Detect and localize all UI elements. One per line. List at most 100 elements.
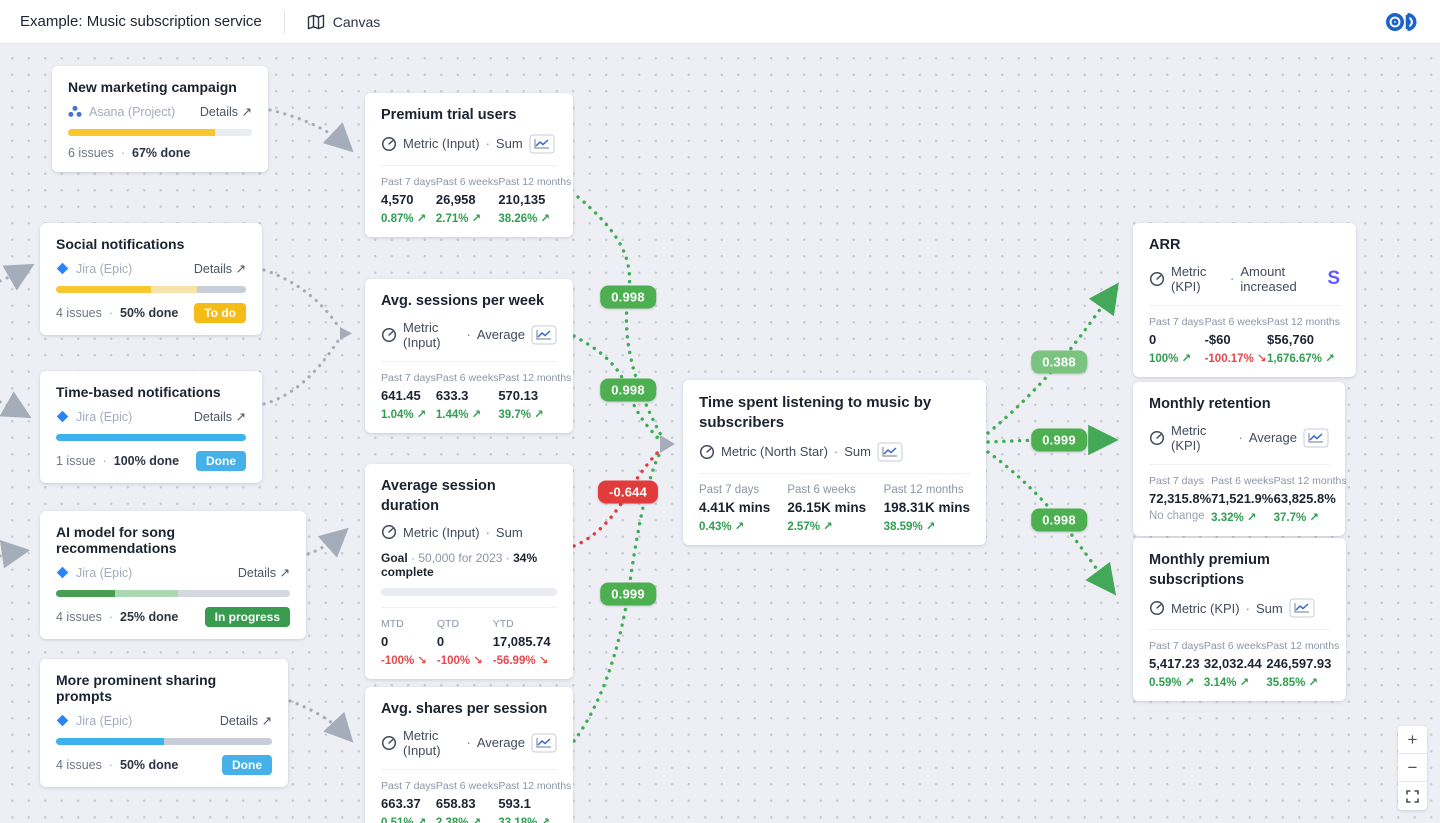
chart-icon[interactable] [531,733,557,753]
metric-card-arr[interactable]: ARR Metric (KPI) · Amount increased S Pa… [1133,223,1356,377]
header-divider [283,9,285,34]
chart-icon[interactable] [1303,428,1329,448]
details-link[interactable]: Details ↗ [237,566,290,580]
doubleloop-logo-icon[interactable] [1384,10,1420,34]
details-link[interactable]: Details ↗ [219,714,272,728]
status-badge: To do [194,303,246,323]
correlation-badge[interactable]: 0.999 [1031,428,1087,452]
metric-title: Time spent listening to music by subscri… [699,394,932,432]
metric-period-col: QTD 0 -100% ↘ [436,618,483,668]
gauge-icon [381,524,397,540]
gauge-icon [1149,600,1165,616]
metric-type: Metric (North Star) [721,444,828,459]
issues-count: 4 issues [56,610,102,624]
project-title: New marketing campaign [68,79,237,95]
correlation-badge[interactable]: 0.998 [600,378,656,402]
chart-icon[interactable] [529,134,555,154]
correlation-badge[interactable]: 0.998 [600,285,656,309]
chart-icon[interactable] [531,325,557,345]
source-label: Jira (Epic) [76,713,133,728]
tab-canvas-label: Canvas [332,13,381,30]
metric-period-col: YTD 17,085.74 -56.99% ↘ [492,618,551,668]
metric-agg: Amount increased [1240,263,1297,294]
metric-period-col: Past 6 weeks 658.83 2.38% ↗ [435,779,499,823]
metric-type: Metric (Input) [403,136,480,152]
metric-period-col: Past 12 months 198.31K mins 38.59% ↗ [883,483,970,533]
metric-type: Metric (Input) [403,727,441,758]
fit-view-icon [1406,789,1419,803]
metric-period-col: Past 7 days 72,315.8% No change [1149,474,1212,522]
metric-period-col: Past 12 months $56,760 1,676.67% ↗ [1267,315,1340,365]
metric-card-monthly-premium-subscriptions[interactable]: Monthly premium subscriptions Metric (KP… [1133,538,1346,702]
metric-card-avg-sessions-per-week[interactable]: Avg. sessions per week Metric (Input) · … [365,279,573,433]
progress-bar [68,129,252,136]
project-card-new-marketing-campaign[interactable]: New marketing campaign Asana (Project) D… [52,66,268,172]
metric-title: Average session duration [381,478,496,514]
source-label: Jira (Epic) [76,409,133,424]
metric-card-time-spent-listening[interactable]: Time spent listening to music by subscri… [683,380,986,545]
details-link[interactable]: Details ↗ [193,410,246,424]
metric-card-premium-trial-users[interactable]: Premium trial users Metric (Input) · Sum… [365,93,573,237]
percent-done: 50% done [120,758,179,772]
metric-period-col: Past 12 months 246,597.93 35.85% ↗ [1266,640,1340,690]
metric-card-monthly-retention[interactable]: Monthly retention Metric (KPI) · Average… [1133,382,1347,536]
chart-icon[interactable] [1289,598,1315,618]
metric-period-col: MTD 0 -100% ↘ [381,618,428,668]
project-card-ai-model[interactable]: AI model for song recommendations Jira (… [40,511,306,639]
metric-period-col: Past 6 weeks 26,958 2.71% ↗ [435,175,499,225]
percent-done: 25% done [120,610,179,624]
correlation-badge[interactable]: 0.998 [1031,508,1087,532]
metric-agg: Average [476,735,525,751]
metric-period-col: Past 7 days 5,417.23 0.59% ↗ [1149,640,1204,690]
zoom-out-button[interactable]: − [1398,754,1427,782]
metric-period-col: Past 12 months 210,135 38.26% ↗ [498,175,572,225]
project-card-social-notifications[interactable]: Social notifications Jira (Epic) Details… [40,223,262,335]
zoom-in-button[interactable]: + [1398,726,1427,754]
goal-progress-bar [381,588,557,597]
chart-icon[interactable] [877,442,903,462]
project-card-sharing-prompts[interactable]: More prominent sharing prompts Jira (Epi… [40,659,288,787]
project-title: Social notifications [56,236,185,252]
fit-view-button[interactable] [1398,782,1427,810]
metric-agg: Sum [495,136,523,152]
metric-period-col: Past 6 weeks 71,521.9% 3.32% ↗ [1211,474,1274,524]
metric-period-col: Past 12 months 570.13 39.7% ↗ [498,371,572,421]
correlation-badge[interactable]: -0.644 [597,480,659,504]
jira-icon [56,566,69,579]
metric-type: Metric (KPI) [1171,263,1207,294]
jira-icon [56,410,69,423]
metric-title: Monthly retention [1149,396,1271,412]
gauge-icon [1149,271,1165,287]
metric-period-col: Past 12 months 593.1 33.18% ↗ [498,779,572,823]
metric-period-col: Past 7 days 663.37 0.51% ↗ [381,779,436,823]
metric-period-col: Past 6 weeks -$60 -100.17% ↘ [1204,315,1268,365]
metric-agg: Average [1248,430,1297,446]
details-link[interactable]: Details ↗ [193,262,246,276]
metric-type: Metric (KPI) [1171,600,1240,616]
project-title: AI model for song recommendations [56,524,177,556]
progress-bar [56,738,272,745]
asana-icon [68,105,82,118]
metric-agg: Sum [844,444,871,459]
progress-bar [56,434,246,441]
metric-period-col: Past 6 weeks 633.3 1.44% ↗ [435,371,499,421]
status-badge: Done [222,755,272,775]
tab-canvas[interactable]: Canvas [307,13,380,31]
metric-card-avg-shares-per-session[interactable]: Avg. shares per session Metric (Input) ·… [365,687,573,823]
metric-period-col: Past 7 days 4.41K mins 0.43% ↗ [699,483,771,533]
status-badge: In progress [204,607,290,627]
stripe-icon: S [1327,268,1340,290]
metric-card-average-session-duration[interactable]: Average session duration Metric (Input) … [365,464,573,680]
goal-row: Goal · 50,000 for 2023 · 34% complete [381,551,538,580]
details-link[interactable]: Details ↗ [199,105,252,119]
project-title: Time-based notifications [56,384,221,400]
project-title: More prominent sharing prompts [56,672,217,704]
workspace-title: Example: Music subscription service [20,13,262,30]
project-card-time-based-notifications[interactable]: Time-based notifications Jira (Epic) Det… [40,371,262,483]
metric-type: Metric (KPI) [1171,422,1207,453]
correlation-badge[interactable]: 0.999 [600,582,656,606]
progress-bar [56,590,290,597]
gauge-icon [699,444,715,460]
metric-period-col: Past 6 weeks 32,032.44 3.14% ↗ [1203,640,1267,690]
correlation-badge[interactable]: 0.388 [1031,350,1087,374]
